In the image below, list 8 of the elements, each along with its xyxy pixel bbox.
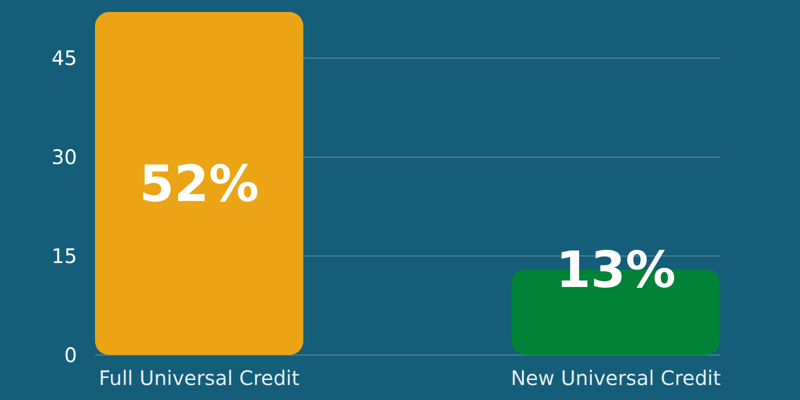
y-tick-label: 15 [52, 244, 77, 268]
y-tick-label: 30 [52, 145, 77, 170]
x-tick-label: New Universal Credit [510, 366, 721, 390]
x-tick-label: Full Universal Credit [98, 366, 300, 390]
y-tick-label: 0 [64, 343, 77, 367]
data-label: 52% [139, 155, 260, 213]
data-label: 13% [556, 240, 676, 299]
y-tick-label: 45 [52, 46, 77, 70]
